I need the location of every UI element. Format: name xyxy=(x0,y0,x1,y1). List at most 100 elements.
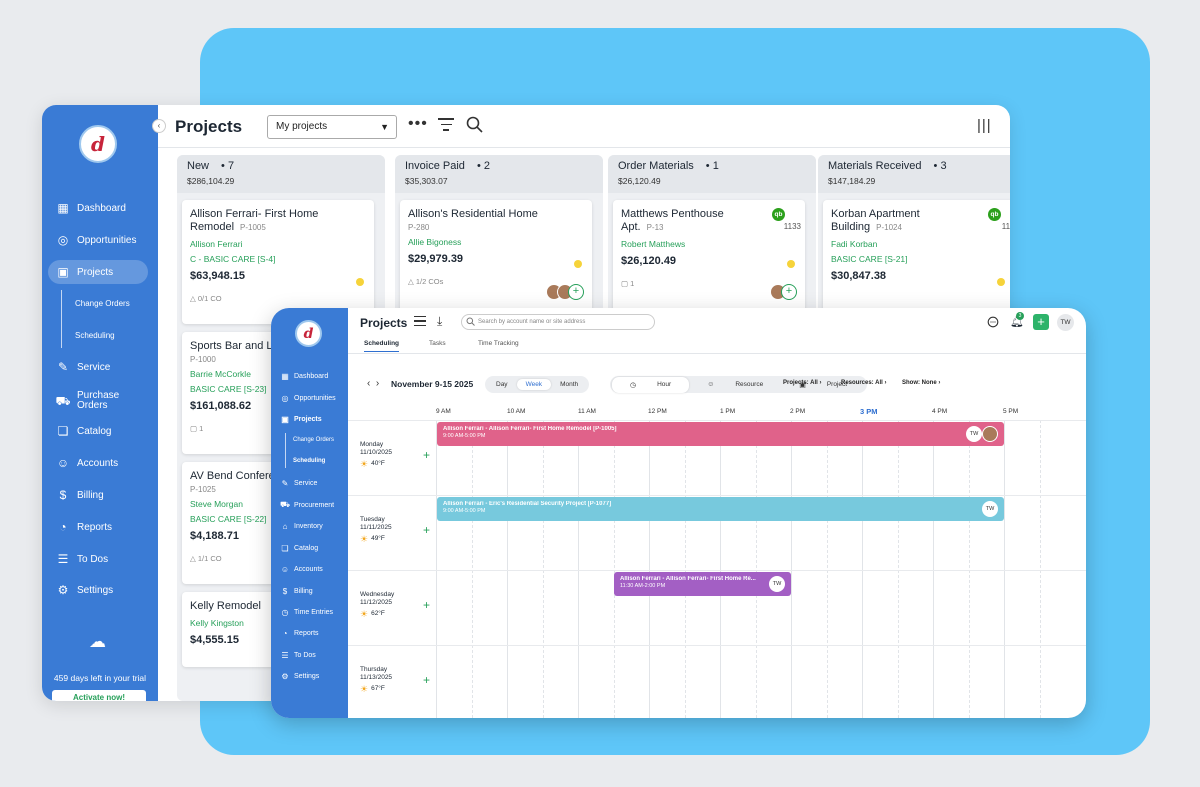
activate-button[interactable]: Activate now! xyxy=(52,690,146,701)
columns-icon[interactable]: ||| xyxy=(977,117,992,134)
grid-line xyxy=(578,420,579,718)
add-event-button[interactable]: + xyxy=(423,598,431,612)
schedule-event[interactable]: Allison Ferrari - Eric's Residential Sec… xyxy=(437,497,1004,521)
warehouse-icon: ⌂ xyxy=(282,521,288,531)
chevron-left-icon[interactable]: ‹ xyxy=(367,378,371,389)
sidebar-item-settings[interactable]: ⚙ Settings xyxy=(57,583,114,597)
row-divider xyxy=(348,570,1086,571)
row-divider xyxy=(348,645,1086,646)
filter-show[interactable]: Show: None › xyxy=(902,380,941,386)
sidebar-item-service[interactable]: ✎ Service xyxy=(57,360,111,374)
download-icon[interactable]: ⤓ xyxy=(437,314,443,328)
add-assignee-icon[interactable]: + xyxy=(568,284,584,300)
project-card[interactable]: Allison Ferrari- First Home Remodel P-100… xyxy=(182,200,374,324)
chat-icon[interactable] xyxy=(987,316,999,328)
sidebar-item-projects[interactable]: ▣ Projects xyxy=(48,260,148,284)
hour-label: 11 AM xyxy=(578,408,596,415)
dollar-icon: $ xyxy=(282,586,288,596)
add-event-button[interactable]: + xyxy=(423,448,431,462)
sidebar-item-projects[interactable]: ▣ Projects xyxy=(281,414,322,424)
filter-icon[interactable] xyxy=(438,118,454,135)
filter-resources[interactable]: Resources: All › xyxy=(841,380,887,386)
sidebar-item-billing[interactable]: $ Billing xyxy=(280,584,313,598)
comment-icon: ▢ xyxy=(190,424,200,433)
target-icon: ◎ xyxy=(57,233,69,247)
grid-line xyxy=(614,420,615,718)
wrench-icon: ✎ xyxy=(281,478,289,488)
sidebar-item-todos[interactable]: ☰ To Dos xyxy=(281,650,316,660)
app-logo[interactable]: d xyxy=(79,125,117,163)
sidebar-subitem-change-orders[interactable]: Change Orders xyxy=(293,437,335,443)
tab-tasks[interactable]: Tasks xyxy=(429,340,446,347)
add-event-button[interactable]: + xyxy=(423,673,431,687)
assignee-avatars[interactable]: + xyxy=(546,284,584,300)
more-options-icon[interactable]: ••• xyxy=(408,115,428,132)
sidebar-item-catalog[interactable]: ❏ Catalog xyxy=(281,543,319,553)
sidebar-item-dashboard[interactable]: ▦ Dashboard xyxy=(281,371,329,381)
tab-time-tracking[interactable]: Time Tracking xyxy=(478,340,519,347)
project-filter-select[interactable]: My projects ▼ xyxy=(267,115,397,139)
search-input[interactable]: Search by account name or site address xyxy=(461,314,655,330)
grid-line xyxy=(720,420,721,718)
sidebar-subitem-change-orders[interactable]: Change Orders xyxy=(75,299,130,308)
group-project[interactable]: ▣ Project xyxy=(781,377,865,393)
sidebar-item-opportunities[interactable]: ◎ Opportunities xyxy=(57,233,137,247)
grid-line xyxy=(649,420,650,718)
dashboard-icon: ▦ xyxy=(57,201,69,215)
page-title: Projects xyxy=(360,316,408,330)
sidebar-item-accounts[interactable]: ☺ Accounts xyxy=(280,564,323,574)
group-resource[interactable]: ☺ Resource xyxy=(689,377,781,392)
sidebar-item-inventory[interactable]: ⌂ Inventory xyxy=(280,519,323,533)
search-icon xyxy=(466,317,475,326)
schedule-event[interactable]: Allison Ferrari - Allison Ferrari- First… xyxy=(437,422,1004,446)
row-divider xyxy=(348,420,1086,421)
sidebar-item-billing[interactable]: $ Billing xyxy=(48,483,148,507)
app-logo[interactable]: d xyxy=(295,320,322,347)
sidebar-item-catalog[interactable]: ❏ Catalog xyxy=(57,424,112,438)
sidebar-item-dashboard[interactable]: ▦ Dashboard xyxy=(57,201,126,215)
menu-icon[interactable] xyxy=(414,316,426,329)
status-dot xyxy=(574,260,582,268)
view-month[interactable]: Month xyxy=(560,381,579,388)
sidebar-item-settings[interactable]: ⚙ Settings xyxy=(281,671,320,681)
collapse-sidebar-button[interactable]: ‹ xyxy=(152,119,166,133)
comment-icon: ▢ xyxy=(621,279,631,288)
group-hour[interactable]: ◷ Hour xyxy=(612,376,690,393)
view-week[interactable]: Week xyxy=(516,379,552,390)
page-title: Projects xyxy=(175,117,243,136)
sidebar-item-opportunities[interactable]: ◎ Opportunities xyxy=(281,393,336,403)
user-avatar[interactable]: TW xyxy=(1057,314,1074,331)
hour-label: 12 PM xyxy=(648,408,667,415)
assignee-avatars[interactable]: + xyxy=(770,284,797,300)
sidebar-item-service[interactable]: ✎ Service xyxy=(281,478,318,488)
column-header: New • 7 $286,104.29 xyxy=(177,155,385,193)
pie-chart-icon: ◔ xyxy=(282,628,288,638)
sidebar-subitem-scheduling[interactable]: Scheduling xyxy=(75,331,115,340)
assignee-avatar: TW xyxy=(769,576,785,592)
sidebar-item-purchase-orders[interactable]: ⛟ Purchase Orders xyxy=(55,390,120,411)
sidebar-item-todos[interactable]: ☰ To Dos xyxy=(57,552,109,566)
project-card[interactable]: Matthews Penthouse Apt. P-13 qb 1133 Robe… xyxy=(613,200,805,324)
add-assignee-icon[interactable]: + xyxy=(781,284,797,300)
sidebar-subitem-scheduling[interactable]: Scheduling xyxy=(293,458,326,464)
view-day[interactable]: Day xyxy=(496,381,508,388)
project-card[interactable]: Allison's Residential Home P-280 Allie B… xyxy=(400,200,592,324)
sidebar-item-time-entries[interactable]: ◷ Time Entries xyxy=(281,607,334,617)
chevron-right-icon[interactable]: › xyxy=(375,378,380,389)
sidebar-item-reports[interactable]: ◔ Reports xyxy=(280,626,319,640)
schedule-event[interactable]: Allison Ferrari - Allison Ferrari- First… xyxy=(614,572,791,596)
sidebar-item-procurement[interactable]: ⛟ Procurement xyxy=(279,500,335,509)
grid-line xyxy=(862,420,863,718)
add-event-button[interactable]: + xyxy=(423,523,431,537)
sidebar-item-accounts[interactable]: ☺ Accounts xyxy=(56,456,119,470)
sun-icon: ☀ xyxy=(360,534,369,544)
hour-label: 10 AM xyxy=(507,408,526,415)
tab-scheduling[interactable]: Scheduling xyxy=(364,340,400,352)
add-button[interactable]: + xyxy=(1033,314,1049,330)
filter-projects[interactable]: Projects: All › xyxy=(783,380,822,386)
sidebar-item-reports[interactable]: ◔ Reports xyxy=(48,515,148,539)
search-icon[interactable] xyxy=(466,116,483,133)
sun-icon: ☀ xyxy=(360,609,369,619)
cloud-sync-icon[interactable]: ☁ xyxy=(89,632,106,651)
